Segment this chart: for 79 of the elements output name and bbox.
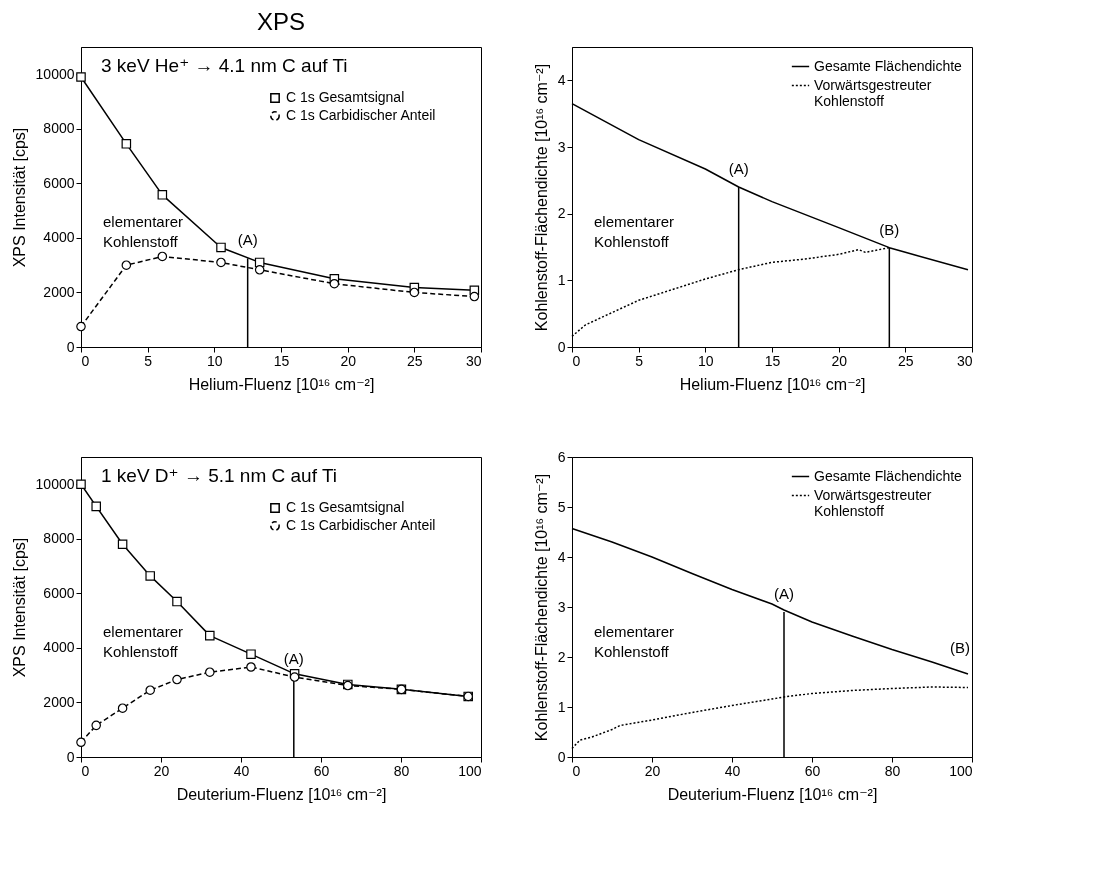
y-tick-label: 1 <box>557 271 566 288</box>
x-tick-label: 100 <box>949 762 973 779</box>
legend-label: Vorwärtsgestreuter Kohlenstoff <box>814 76 932 109</box>
x-tick-label: 30 <box>956 352 973 369</box>
annotation: (B) <box>879 220 900 238</box>
y-tick-label: 2 <box>557 205 566 222</box>
x-tick-label: 40 <box>724 762 741 779</box>
x-axis-title: Helium-Fluenz [10¹⁶ cm⁻²] <box>679 375 866 393</box>
y-tick-label: 6000 <box>43 174 75 191</box>
x-tick-label: 5 <box>635 352 644 369</box>
legend-label: Gesamte Flächendichte <box>814 57 963 74</box>
annotation: (A) <box>283 649 304 667</box>
y-tick-label: 0 <box>66 748 75 765</box>
x-tick-label: 10 <box>698 352 714 369</box>
x-axis-title: Deuterium-Fluenz [10¹⁶ cm⁻²] <box>176 785 387 803</box>
y-tick-label: 4 <box>557 71 566 88</box>
x-tick-label: 20 <box>153 762 170 779</box>
annotation: elementarer Kohlenstoff <box>594 213 675 250</box>
y-tick-label: 4000 <box>43 229 75 246</box>
x-tick-label: 0 <box>81 352 90 369</box>
annotation: (B) <box>950 639 970 656</box>
x-tick-label: 20 <box>340 352 357 369</box>
legend-label: Gesamte Flächendichte <box>814 467 963 484</box>
legend-label: Vorwärtsgestreuter Kohlenstoff <box>814 486 932 519</box>
y-tick-label: 1 <box>557 698 566 715</box>
chart-title: XPS <box>256 8 306 35</box>
x-tick-label: 0 <box>572 352 581 369</box>
x-tick-label: 60 <box>313 762 330 779</box>
y-tick-label: 10000 <box>35 65 75 82</box>
x-tick-label: 20 <box>644 762 661 779</box>
x-tick-label: 80 <box>884 762 901 779</box>
legend-label: C 1s Gesamtsignal <box>286 499 405 515</box>
x-tick-label: 15 <box>273 352 290 369</box>
x-tick-label: 10 <box>207 352 223 369</box>
annotation: (A) <box>237 231 258 249</box>
annotation: elementarer Kohlenstoff <box>103 213 184 250</box>
x-tick-label: 60 <box>804 762 821 779</box>
y-tick-label: 0 <box>557 748 566 765</box>
y-tick-label: 10000 <box>35 475 75 492</box>
y-axis-title: Kohlenstoff-Flächendichte [10¹⁶ cm⁻²] <box>532 473 550 742</box>
x-tick-label: 80 <box>393 762 410 779</box>
x-tick-label: 0 <box>81 762 90 779</box>
y-tick-label: 2 <box>557 648 566 665</box>
x-tick-label: 5 <box>144 352 153 369</box>
y-tick-label: 4 <box>557 548 566 565</box>
x-tick-label: 40 <box>233 762 250 779</box>
y-tick-label: 5 <box>557 498 566 515</box>
y-axis-title: XPS Intensität [cps] <box>10 537 28 678</box>
y-axis-title: XPS Intensität [cps] <box>10 127 28 268</box>
legend-label: C 1s Carbidischer Anteil <box>286 107 436 123</box>
annotation: 1 keV D⁺ → 5.1 nm C auf Ti <box>101 465 338 486</box>
x-tick-label: 15 <box>764 352 781 369</box>
x-tick-label: 30 <box>465 352 482 369</box>
x-tick-label: 100 <box>458 762 482 779</box>
x-axis-title: Deuterium-Fluenz [10¹⁶ cm⁻²] <box>667 785 878 803</box>
y-tick-label: 2000 <box>43 693 75 710</box>
annotation: elementarer Kohlenstoff <box>594 623 675 660</box>
y-tick-label: 8000 <box>43 120 75 137</box>
legend-label: C 1s Gesamtsignal <box>286 89 405 105</box>
x-tick-label: 20 <box>831 352 848 369</box>
y-tick-label: 3 <box>557 138 566 155</box>
y-tick-label: 0 <box>557 338 566 355</box>
annotation: 3 keV He⁺ → 4.1 nm C auf Ti <box>101 55 348 76</box>
y-tick-label: 6000 <box>43 584 75 601</box>
annotation: elementarer Kohlenstoff <box>103 623 184 660</box>
x-axis-title: Helium-Fluenz [10¹⁶ cm⁻²] <box>188 375 375 393</box>
x-tick-label: 25 <box>407 352 423 369</box>
x-tick-label: 25 <box>898 352 914 369</box>
y-tick-label: 6 <box>557 448 566 465</box>
y-tick-label: 3 <box>557 598 566 615</box>
legend-label: C 1s Carbidischer Anteil <box>286 517 436 533</box>
y-axis-title: Kohlenstoff-Flächendichte [10¹⁶ cm⁻²] <box>532 63 550 332</box>
y-tick-label: 2000 <box>43 283 75 300</box>
annotation: (A) <box>728 160 749 177</box>
y-tick-label: 0 <box>66 338 75 355</box>
y-tick-label: 8000 <box>43 530 75 547</box>
annotation: (A) <box>774 585 794 602</box>
x-tick-label: 0 <box>572 762 581 779</box>
y-tick-label: 4000 <box>43 639 75 656</box>
